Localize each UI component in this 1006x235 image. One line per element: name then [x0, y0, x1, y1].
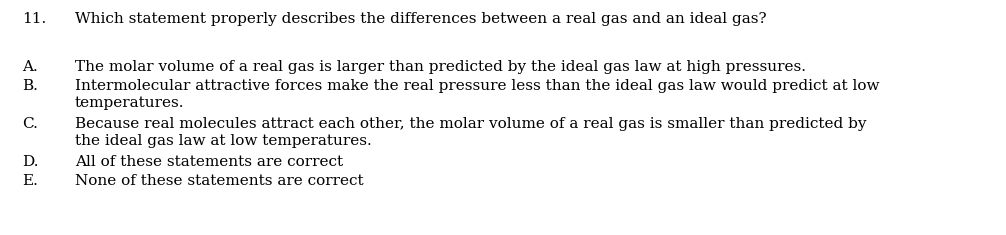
Text: Which statement properly describes the differences between a real gas and an ide: Which statement properly describes the d… — [75, 12, 767, 26]
Text: Intermolecular attractive forces make the real pressure less than the ideal gas : Intermolecular attractive forces make th… — [75, 79, 879, 110]
Text: B.: B. — [22, 79, 38, 93]
Text: None of these statements are correct: None of these statements are correct — [75, 174, 363, 188]
Text: All of these statements are correct: All of these statements are correct — [75, 155, 343, 169]
Text: D.: D. — [22, 155, 38, 169]
Text: The molar volume of a real gas is larger than predicted by the ideal gas law at : The molar volume of a real gas is larger… — [75, 60, 806, 74]
Text: C.: C. — [22, 117, 38, 131]
Text: 11.: 11. — [22, 12, 46, 26]
Text: A.: A. — [22, 60, 38, 74]
Text: E.: E. — [22, 174, 38, 188]
Text: Because real molecules attract each other, the molar volume of a real gas is sma: Because real molecules attract each othe… — [75, 117, 866, 148]
